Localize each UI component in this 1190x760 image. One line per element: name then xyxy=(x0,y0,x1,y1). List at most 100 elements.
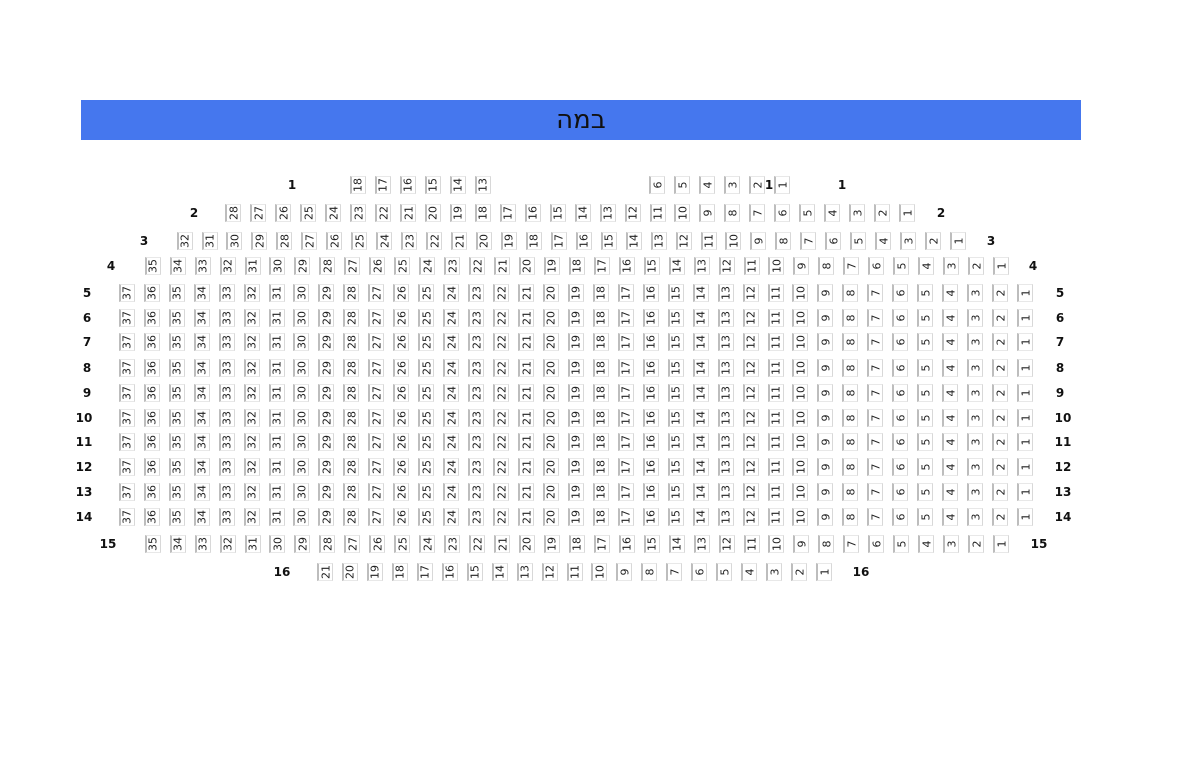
seat[interactable]: 5 xyxy=(917,409,934,427)
seat[interactable]: 26 xyxy=(393,284,410,302)
seat[interactable]: 12 xyxy=(718,257,735,275)
seat[interactable]: 3 xyxy=(967,309,984,327)
seat[interactable]: 19 xyxy=(567,409,584,427)
seat[interactable]: 15 xyxy=(667,309,684,327)
seat[interactable]: 37 xyxy=(118,284,135,302)
seat[interactable]: 33 xyxy=(194,535,211,553)
seat[interactable]: 27 xyxy=(301,232,318,250)
seat[interactable]: 1 xyxy=(1017,483,1033,501)
seat[interactable]: 2 xyxy=(992,309,1009,327)
seat[interactable]: 35 xyxy=(144,535,161,553)
seat[interactable]: 6 xyxy=(892,433,909,451)
seat[interactable]: 30 xyxy=(293,409,310,427)
seat[interactable]: 17 xyxy=(374,176,391,194)
seat[interactable]: 20 xyxy=(542,483,559,501)
seat[interactable]: 16 xyxy=(642,508,659,526)
seat[interactable]: 22 xyxy=(493,359,510,377)
seat[interactable]: 22 xyxy=(493,508,510,526)
seat[interactable]: 17 xyxy=(617,433,634,451)
seat[interactable]: 20 xyxy=(424,204,441,222)
seat[interactable]: 34 xyxy=(193,483,210,501)
seat[interactable]: 9 xyxy=(817,483,834,501)
seat[interactable]: 31 xyxy=(244,257,261,275)
seat[interactable]: 9 xyxy=(817,458,834,476)
seat[interactable]: 3 xyxy=(849,204,866,222)
seat[interactable]: 20 xyxy=(518,535,535,553)
seat[interactable]: 12 xyxy=(541,563,558,581)
seat[interactable]: 29 xyxy=(318,433,335,451)
seat[interactable]: 2 xyxy=(992,333,1009,351)
seat[interactable]: 24 xyxy=(443,284,460,302)
seat[interactable]: 23 xyxy=(444,257,461,275)
seat[interactable]: 27 xyxy=(368,433,385,451)
seat[interactable]: 2 xyxy=(968,535,985,553)
seat[interactable]: 30 xyxy=(293,284,310,302)
seat[interactable]: 15 xyxy=(643,257,660,275)
seat[interactable]: 16 xyxy=(642,409,659,427)
seat[interactable]: 24 xyxy=(443,483,460,501)
seat[interactable]: 37 xyxy=(118,359,135,377)
seat[interactable]: 18 xyxy=(391,563,408,581)
seat[interactable]: 37 xyxy=(118,458,135,476)
seat[interactable]: 9 xyxy=(793,535,810,553)
seat[interactable]: 14 xyxy=(692,458,709,476)
seat[interactable]: 7 xyxy=(867,409,884,427)
seat[interactable]: 28 xyxy=(343,284,360,302)
seat[interactable]: 2 xyxy=(992,409,1009,427)
seat[interactable]: 24 xyxy=(443,384,460,402)
seat[interactable]: 35 xyxy=(168,309,185,327)
seat[interactable]: 16 xyxy=(642,309,659,327)
seat[interactable]: 24 xyxy=(443,333,460,351)
seat[interactable]: 24 xyxy=(443,508,460,526)
seat[interactable]: 26 xyxy=(369,535,386,553)
seat[interactable]: 5 xyxy=(716,563,733,581)
seat[interactable]: 13 xyxy=(717,309,734,327)
seat[interactable]: 22 xyxy=(493,333,510,351)
seat[interactable]: 2 xyxy=(925,232,942,250)
seat[interactable]: 33 xyxy=(218,483,235,501)
seat[interactable]: 18 xyxy=(592,284,609,302)
seat[interactable]: 10 xyxy=(792,508,809,526)
seat[interactable]: 14 xyxy=(491,563,508,581)
seat[interactable]: 9 xyxy=(793,257,810,275)
seat[interactable]: 20 xyxy=(542,333,559,351)
seat[interactable]: 36 xyxy=(143,359,160,377)
seat[interactable]: 21 xyxy=(518,458,534,476)
seat[interactable]: 35 xyxy=(168,333,185,351)
seat[interactable]: 29 xyxy=(318,458,335,476)
seat[interactable]: 9 xyxy=(817,284,834,302)
seat[interactable]: 4 xyxy=(942,409,959,427)
seat[interactable]: 4 xyxy=(942,359,959,377)
seat[interactable]: 18 xyxy=(592,483,609,501)
seat[interactable]: 12 xyxy=(742,384,759,402)
seat[interactable]: 16 xyxy=(642,284,659,302)
seat[interactable]: 19 xyxy=(567,309,584,327)
seat[interactable]: 25 xyxy=(418,309,435,327)
seat[interactable]: 1 xyxy=(1017,384,1033,402)
seat[interactable]: 2 xyxy=(992,359,1009,377)
seat[interactable]: 31 xyxy=(268,458,285,476)
seat[interactable]: 26 xyxy=(393,433,410,451)
seat[interactable]: 18 xyxy=(592,309,609,327)
seat[interactable]: 7 xyxy=(800,232,817,250)
seat[interactable]: 3 xyxy=(724,176,741,194)
seat[interactable]: 11 xyxy=(649,204,666,222)
seat[interactable]: 22 xyxy=(469,535,486,553)
seat[interactable]: 8 xyxy=(842,433,859,451)
seat[interactable]: 17 xyxy=(617,409,634,427)
seat[interactable]: 35 xyxy=(144,257,161,275)
seat[interactable]: 32 xyxy=(243,483,260,501)
seat[interactable]: 10 xyxy=(792,384,809,402)
seat[interactable]: 10 xyxy=(792,333,809,351)
seat[interactable]: 15 xyxy=(667,284,684,302)
seat[interactable]: 27 xyxy=(250,204,267,222)
seat[interactable]: 27 xyxy=(368,333,385,351)
seat[interactable]: 16 xyxy=(618,535,635,553)
seat[interactable]: 28 xyxy=(343,309,360,327)
seat[interactable]: 15 xyxy=(424,176,441,194)
seat[interactable]: 7 xyxy=(867,333,884,351)
seat[interactable]: 26 xyxy=(393,309,410,327)
seat[interactable]: 8 xyxy=(842,508,859,526)
seat[interactable]: 11 xyxy=(767,384,784,402)
seat[interactable]: 15 xyxy=(667,508,684,526)
